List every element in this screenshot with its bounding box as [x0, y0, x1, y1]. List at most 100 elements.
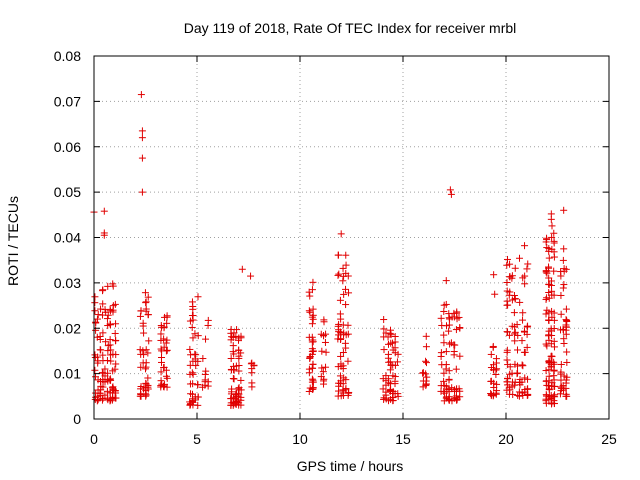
- data-point: [524, 260, 532, 268]
- data-point: [235, 367, 243, 375]
- data-point: [492, 355, 500, 363]
- data-point: [452, 365, 460, 373]
- data-point: [306, 292, 314, 300]
- data-point: [107, 376, 115, 384]
- data-point: [94, 359, 102, 367]
- data-point: [189, 305, 197, 313]
- data-point: [144, 349, 152, 357]
- data-point: [308, 320, 316, 328]
- data-point: [145, 337, 153, 345]
- data-point: [162, 372, 170, 380]
- data-point: [422, 357, 430, 365]
- data-point: [511, 328, 519, 336]
- data-point: [489, 342, 497, 350]
- data-point: [521, 242, 529, 250]
- data-point: [542, 399, 550, 407]
- data-point: [107, 346, 115, 354]
- data-point: [380, 325, 388, 333]
- data-point: [557, 272, 565, 280]
- data-point: [387, 326, 395, 334]
- data-point: [321, 338, 329, 346]
- data-point: [162, 366, 170, 374]
- data-point: [103, 394, 111, 402]
- data-point: [337, 335, 345, 343]
- data-point: [186, 401, 194, 409]
- data-point: [235, 384, 243, 392]
- data-point: [523, 385, 531, 393]
- data-point: [437, 349, 445, 357]
- data-point: [187, 390, 195, 398]
- data-point: [437, 314, 445, 322]
- data-point: [344, 330, 352, 338]
- data-point: [157, 382, 165, 390]
- data-point: [235, 396, 243, 404]
- data-point: [141, 289, 149, 297]
- data-point: [391, 380, 399, 388]
- data-point: [506, 363, 514, 371]
- data-point: [563, 358, 571, 366]
- data-point: [339, 264, 347, 272]
- x-tick-label: 10: [292, 431, 308, 447]
- data-point: [422, 380, 430, 388]
- data-point: [99, 329, 107, 337]
- data-point: [511, 295, 519, 303]
- data-point: [440, 389, 448, 397]
- data-point: [91, 395, 99, 403]
- data-point: [142, 299, 150, 307]
- data-point: [137, 91, 145, 99]
- data-point: [510, 309, 518, 317]
- data-point: [548, 222, 556, 230]
- data-point: [437, 387, 445, 395]
- data-point: [189, 357, 197, 365]
- data-point: [524, 322, 532, 330]
- data-point: [111, 365, 119, 373]
- data-point: [199, 383, 207, 391]
- data-point: [237, 349, 245, 357]
- data-point: [320, 316, 328, 324]
- data-point: [138, 134, 146, 142]
- data-point: [235, 352, 243, 360]
- data-point: [550, 325, 558, 333]
- data-point: [387, 395, 395, 403]
- data-point: [560, 206, 568, 214]
- y-tick-label: 0.08: [54, 48, 81, 64]
- data-point: [557, 291, 565, 299]
- data-point: [503, 346, 511, 354]
- data-point: [523, 343, 531, 351]
- x-tick-label: 20: [498, 431, 514, 447]
- data-point: [102, 338, 110, 346]
- y-tick-label: 0: [73, 411, 81, 427]
- data-point: [322, 348, 330, 356]
- data-point: [559, 256, 567, 264]
- data-point: [543, 381, 551, 389]
- data-point: [202, 335, 210, 343]
- data-point: [308, 286, 316, 294]
- data-point: [188, 323, 196, 331]
- data-point: [339, 389, 347, 397]
- data-point: [139, 319, 147, 327]
- data-point: [308, 375, 316, 383]
- data-point: [545, 294, 553, 302]
- data-point: [157, 358, 165, 366]
- data-point: [440, 339, 448, 347]
- data-point: [456, 324, 464, 332]
- data-point: [111, 329, 119, 337]
- data-point: [112, 394, 120, 402]
- data-point: [448, 397, 456, 405]
- data-point: [91, 351, 99, 359]
- data-point: [380, 346, 388, 354]
- data-point: [92, 318, 100, 326]
- data-point: [103, 356, 111, 364]
- data-point: [337, 360, 345, 368]
- x-tick-label: 15: [395, 431, 411, 447]
- data-point: [542, 310, 550, 318]
- data-point: [342, 301, 350, 309]
- data-point: [140, 329, 148, 337]
- plot-frame: [93, 55, 610, 420]
- data-point: [106, 389, 114, 397]
- data-point: [103, 315, 111, 323]
- data-point: [305, 307, 313, 315]
- data-point: [503, 297, 511, 305]
- data-point: [157, 330, 165, 338]
- data-point: [545, 254, 553, 262]
